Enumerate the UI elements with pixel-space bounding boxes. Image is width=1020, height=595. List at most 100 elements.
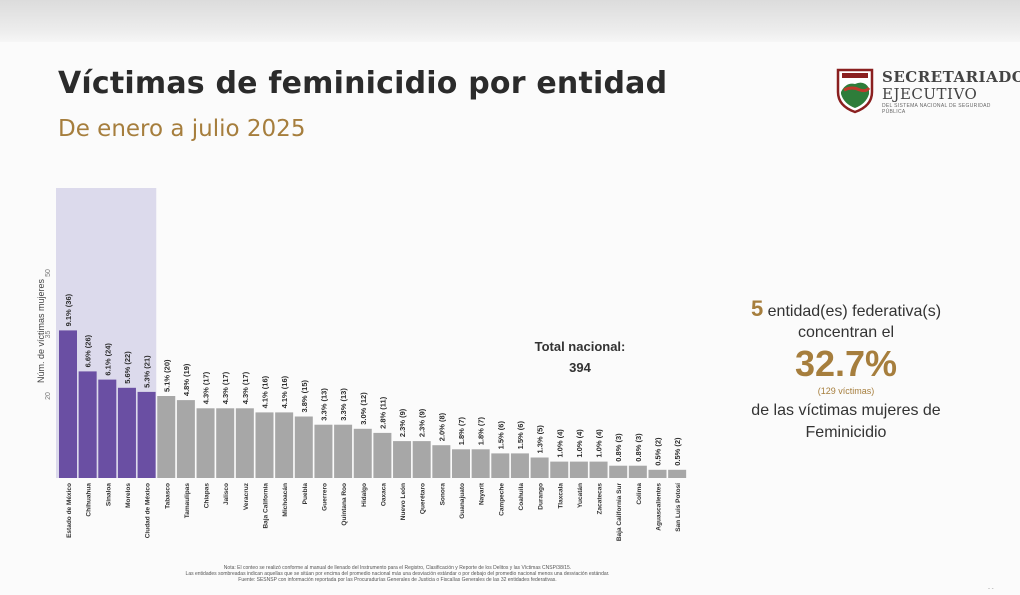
bar-value-label: 1.0% (4) bbox=[575, 429, 584, 458]
bar-value-label: 1.8% (7) bbox=[457, 416, 466, 445]
summary-line-2: concentran el bbox=[797, 324, 895, 341]
bar-value-label: 1.5% (6) bbox=[516, 421, 525, 450]
category-label: Baja California Sur bbox=[616, 483, 623, 542]
category-label: Campeche bbox=[498, 483, 505, 516]
bar-value-label: 3.3% (13) bbox=[339, 388, 348, 421]
bar bbox=[275, 412, 294, 478]
bar bbox=[569, 461, 588, 478]
secretariado-logo: SECRETARIADO EJECUTIVO DEL SISTEMA NACIO… bbox=[836, 66, 1020, 122]
footnote-line-3: Fuente: SESNSP con información reportada… bbox=[238, 577, 557, 583]
bar-value-label: 4.3% (17) bbox=[221, 371, 230, 404]
y-ticks: 20 35 50 bbox=[45, 269, 52, 400]
bar-value-label: 4.1% (16) bbox=[261, 375, 270, 408]
total-nacional-label: Total nacional: bbox=[534, 339, 626, 354]
category-label: Nuevo León bbox=[400, 483, 407, 520]
summary-percent: 32.7% bbox=[794, 343, 898, 384]
summary-entities-text: entidad(es) federativa(s) bbox=[767, 303, 942, 320]
bar-value-label: 0.8% (3) bbox=[614, 433, 623, 462]
bar-value-label: 6.6% (26) bbox=[84, 334, 93, 367]
category-label: Estado de México bbox=[66, 483, 73, 538]
bar-value-label: 0.5% (2) bbox=[673, 437, 682, 466]
y-axis-label: Núm. de víctimas mujeres bbox=[36, 278, 46, 383]
summary-line-3: de las víctimas mujeres de bbox=[751, 402, 941, 419]
y-tick-label: 50 bbox=[45, 269, 52, 277]
footnote-line-1: Nota: El conteo se realizó conforme al m… bbox=[223, 565, 572, 571]
category-label: Veracruz bbox=[243, 482, 250, 510]
category-label: Coahuila bbox=[518, 483, 525, 511]
bar bbox=[137, 391, 156, 478]
category-label: Sonora bbox=[439, 483, 446, 506]
logo-line-2: EJECUTIVO bbox=[882, 85, 978, 103]
category-label: Hidalgo bbox=[361, 483, 368, 507]
footnote-line-2: Las entidades sombreadas indican aquella… bbox=[185, 571, 610, 577]
bar-value-label: 3.8% (15) bbox=[300, 379, 309, 412]
bar bbox=[117, 387, 136, 478]
bar-value-label: 2.3% (9) bbox=[398, 408, 407, 437]
logo-line-1: SECRETARIADO bbox=[882, 68, 1020, 86]
bar bbox=[255, 412, 274, 478]
category-label: Michoacán bbox=[282, 483, 289, 517]
bar-value-label: 1.5% (6) bbox=[496, 421, 505, 450]
bars-group: 9.1% (36) Estado de México 6.6% (26) Chihua… bbox=[59, 293, 687, 542]
bar bbox=[412, 441, 431, 478]
page-mark: - - bbox=[988, 586, 994, 592]
bar-value-label: 3.0% (12) bbox=[359, 392, 368, 425]
category-label: Colima bbox=[636, 483, 643, 505]
category-label: Durango bbox=[538, 483, 545, 510]
bar-value-label: 5.6% (22) bbox=[123, 351, 132, 384]
bar-value-label: 9.1% (36) bbox=[64, 293, 73, 326]
summary-panel: 5 entidad(es) federativa(s) concentran e… bbox=[706, 296, 986, 442]
bar-value-label: 0.8% (3) bbox=[634, 433, 643, 462]
bar bbox=[294, 416, 313, 478]
y-tick-label: 35 bbox=[45, 331, 52, 339]
shield-logo-icon bbox=[836, 68, 874, 114]
slide-background bbox=[0, 42, 1020, 595]
bar bbox=[98, 379, 117, 478]
bar bbox=[609, 465, 628, 478]
category-label: Nayarit bbox=[479, 482, 486, 505]
category-label: Querétaro bbox=[420, 483, 427, 514]
category-label: Chihuahua bbox=[86, 483, 93, 517]
bar-value-label: 6.1% (24) bbox=[103, 343, 112, 376]
category-label: Guanajuato bbox=[459, 483, 466, 519]
bar bbox=[648, 469, 667, 478]
bar bbox=[373, 432, 392, 478]
bar bbox=[235, 408, 254, 478]
bar bbox=[471, 449, 490, 478]
bar-value-label: 5.1% (20) bbox=[162, 359, 171, 392]
total-nacional-value: 394 bbox=[569, 360, 591, 375]
page-title: Víctimas de feminicidio por entidad bbox=[58, 66, 668, 101]
category-label: Baja California bbox=[263, 483, 270, 529]
bar bbox=[78, 371, 97, 478]
category-label: San Luis Potosí bbox=[675, 483, 682, 532]
category-label: Puebla bbox=[302, 483, 309, 505]
bar bbox=[216, 408, 235, 478]
logo-line-3: DEL SISTEMA NACIONAL DE SEGURIDAD PÚBLIC… bbox=[882, 103, 991, 115]
category-label: Quintana Roo bbox=[341, 483, 348, 526]
bar-value-label: 4.1% (16) bbox=[280, 375, 289, 408]
summary-line-4: Feminicidio bbox=[805, 424, 887, 441]
y-tick-label: 20 bbox=[45, 392, 52, 400]
summary-line-1: 5 entidad(es) federativa(s) bbox=[706, 296, 986, 322]
bar-value-label: 4.3% (17) bbox=[202, 371, 211, 404]
bar-value-label: 1.3% (5) bbox=[536, 425, 545, 454]
category-label: Guerrero bbox=[321, 483, 328, 511]
bar bbox=[510, 453, 529, 478]
bar-value-label: 5.3% (21) bbox=[143, 355, 152, 388]
top-banner bbox=[0, 0, 1020, 42]
bar bbox=[353, 428, 372, 478]
bar-value-label: 1.8% (7) bbox=[477, 416, 486, 445]
bar-value-label: 2.8% (11) bbox=[378, 396, 387, 429]
bar bbox=[452, 449, 470, 478]
category-label: Jalisco bbox=[223, 483, 230, 505]
category-label: Ciudad de México bbox=[145, 483, 152, 538]
bar bbox=[393, 441, 412, 478]
category-label: Yucatán bbox=[577, 483, 584, 508]
category-label: Oaxaca bbox=[380, 483, 387, 507]
bar-value-label: 1.0% (4) bbox=[555, 429, 564, 458]
category-label: Aguascalientes bbox=[656, 483, 663, 531]
bar-value-label: 4.3% (17) bbox=[241, 371, 250, 404]
bar bbox=[628, 465, 647, 478]
category-label: Tlaxcala bbox=[557, 483, 564, 509]
category-label: Sinaloa bbox=[105, 483, 112, 507]
